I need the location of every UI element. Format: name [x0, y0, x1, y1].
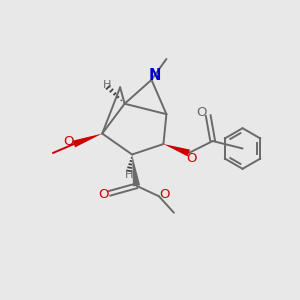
Text: O: O: [98, 188, 108, 201]
Polygon shape: [73, 134, 102, 147]
Text: O: O: [63, 134, 74, 148]
Text: O: O: [196, 106, 207, 118]
Text: H: H: [103, 80, 111, 90]
Polygon shape: [164, 144, 190, 156]
Text: H: H: [125, 170, 133, 180]
Text: O: O: [159, 188, 169, 201]
Text: O: O: [187, 152, 197, 165]
Polygon shape: [132, 154, 140, 186]
Text: N: N: [149, 68, 161, 83]
